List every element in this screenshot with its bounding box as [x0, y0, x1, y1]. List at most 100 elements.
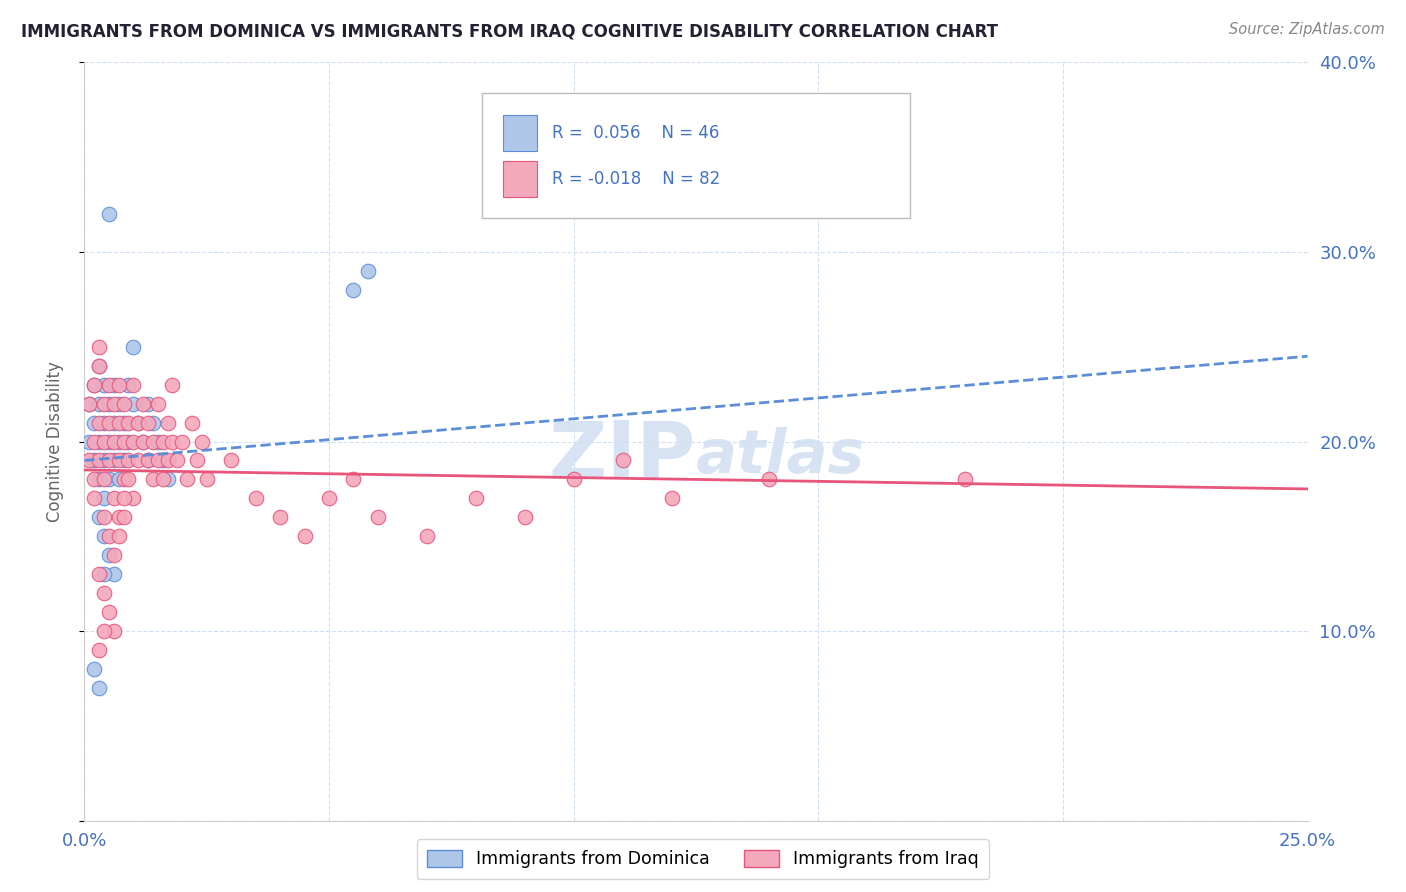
Point: [103, 453, 125, 467]
Point: [97, 396, 120, 410]
Point: [107, 510, 129, 524]
Point: [87, 453, 110, 467]
FancyBboxPatch shape: [482, 93, 910, 218]
Point: [156, 473, 179, 487]
Point: [97, 453, 120, 467]
Point: [77, 453, 100, 467]
Point: [136, 453, 159, 467]
Point: [513, 510, 536, 524]
Point: [146, 434, 169, 449]
Point: [83, 377, 105, 392]
Y-axis label: Cognitive Disability: Cognitive Disability: [45, 361, 63, 522]
Point: [142, 473, 165, 487]
Point: [127, 453, 149, 467]
Point: [103, 624, 125, 639]
Point: [162, 434, 184, 449]
Point: [93, 416, 115, 430]
Text: R = -0.018    N = 82: R = -0.018 N = 82: [551, 170, 720, 188]
Point: [87, 396, 110, 410]
Point: [87, 567, 110, 582]
Point: [464, 491, 486, 506]
Point: [103, 416, 125, 430]
Bar: [503, 115, 537, 151]
Point: [97, 605, 120, 619]
Point: [93, 434, 115, 449]
Point: [97, 434, 120, 449]
Point: [269, 510, 291, 524]
Point: [107, 529, 129, 543]
Point: [83, 377, 105, 392]
Point: [77, 396, 100, 410]
Point: [77, 434, 100, 449]
Point: [758, 473, 780, 487]
Point: [83, 662, 105, 676]
Point: [87, 359, 110, 373]
Point: [953, 473, 976, 487]
Point: [97, 416, 120, 430]
Point: [132, 434, 155, 449]
Point: [77, 396, 100, 410]
Point: [87, 416, 110, 430]
Point: [176, 473, 198, 487]
Point: [152, 453, 174, 467]
Point: [93, 396, 115, 410]
Point: [132, 434, 155, 449]
Text: Source: ZipAtlas.com: Source: ZipAtlas.com: [1229, 22, 1385, 37]
Point: [156, 416, 179, 430]
Point: [152, 434, 174, 449]
Point: [87, 510, 110, 524]
Point: [112, 434, 135, 449]
Point: [112, 510, 135, 524]
Point: [93, 624, 115, 639]
Point: [107, 416, 129, 430]
Point: [103, 434, 125, 449]
Point: [156, 453, 179, 467]
Point: [136, 453, 159, 467]
Point: [107, 434, 129, 449]
Point: [93, 453, 115, 467]
Point: [122, 377, 145, 392]
Point: [661, 491, 683, 506]
Point: [87, 643, 110, 657]
Point: [93, 567, 115, 582]
Point: [416, 529, 439, 543]
Point: [146, 453, 169, 467]
Point: [367, 510, 389, 524]
Point: [112, 453, 135, 467]
Point: [132, 396, 155, 410]
Point: [97, 473, 120, 487]
Point: [93, 377, 115, 392]
Point: [103, 567, 125, 582]
Legend: Immigrants from Dominica, Immigrants from Iraq: Immigrants from Dominica, Immigrants fro…: [416, 839, 990, 879]
Point: [83, 416, 105, 430]
Point: [357, 264, 380, 278]
Point: [83, 453, 105, 467]
Point: [127, 416, 149, 430]
Point: [87, 359, 110, 373]
Point: [136, 416, 159, 430]
Point: [83, 434, 105, 449]
Point: [87, 340, 110, 354]
Text: ZIP: ZIP: [548, 417, 696, 496]
Point: [142, 416, 165, 430]
Point: [152, 473, 174, 487]
Point: [112, 416, 135, 430]
Point: [294, 529, 316, 543]
Point: [191, 434, 214, 449]
Point: [117, 453, 139, 467]
Point: [342, 473, 364, 487]
Point: [103, 491, 125, 506]
Point: [107, 473, 129, 487]
Point: [93, 473, 115, 487]
Point: [342, 283, 364, 297]
Point: [146, 396, 169, 410]
Point: [172, 434, 194, 449]
Point: [97, 548, 120, 563]
Point: [93, 510, 115, 524]
Point: [97, 207, 120, 221]
Point: [127, 416, 149, 430]
Point: [122, 340, 145, 354]
Point: [181, 416, 204, 430]
Point: [107, 453, 129, 467]
Point: [245, 491, 267, 506]
